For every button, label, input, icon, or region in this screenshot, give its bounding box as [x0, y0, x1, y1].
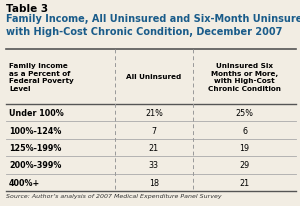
Text: 7: 7 — [151, 126, 157, 135]
Text: 6: 6 — [242, 126, 247, 135]
Text: 200%-399%: 200%-399% — [9, 161, 62, 170]
Text: 400%+: 400%+ — [9, 178, 40, 187]
Text: Under 100%: Under 100% — [9, 109, 64, 118]
Text: Uninsured Six
Months or More,
with High-Cost
Chronic Condition: Uninsured Six Months or More, with High-… — [208, 63, 281, 91]
Text: Table 3: Table 3 — [6, 4, 48, 14]
Text: Source: Author’s analysis of 2007 Medical Expenditure Panel Survey: Source: Author’s analysis of 2007 Medica… — [6, 193, 222, 198]
Text: 18: 18 — [149, 178, 159, 187]
Text: 21%: 21% — [145, 109, 163, 118]
Text: 19: 19 — [239, 143, 250, 152]
Text: 25%: 25% — [236, 109, 253, 118]
Text: 125%-199%: 125%-199% — [9, 143, 62, 152]
Text: All Uninsured: All Uninsured — [126, 74, 182, 80]
Text: 21: 21 — [239, 178, 250, 187]
Text: 29: 29 — [239, 161, 250, 170]
Text: 21: 21 — [149, 143, 159, 152]
Text: 100%-124%: 100%-124% — [9, 126, 62, 135]
Text: 33: 33 — [149, 161, 159, 170]
Text: Family Income, All Uninsured and Six-Month Uninsured
with High-Cost Chronic Cond: Family Income, All Uninsured and Six-Mon… — [6, 14, 300, 37]
Text: Family Income
as a Percent of
Federal Poverty
Level: Family Income as a Percent of Federal Po… — [9, 63, 74, 91]
